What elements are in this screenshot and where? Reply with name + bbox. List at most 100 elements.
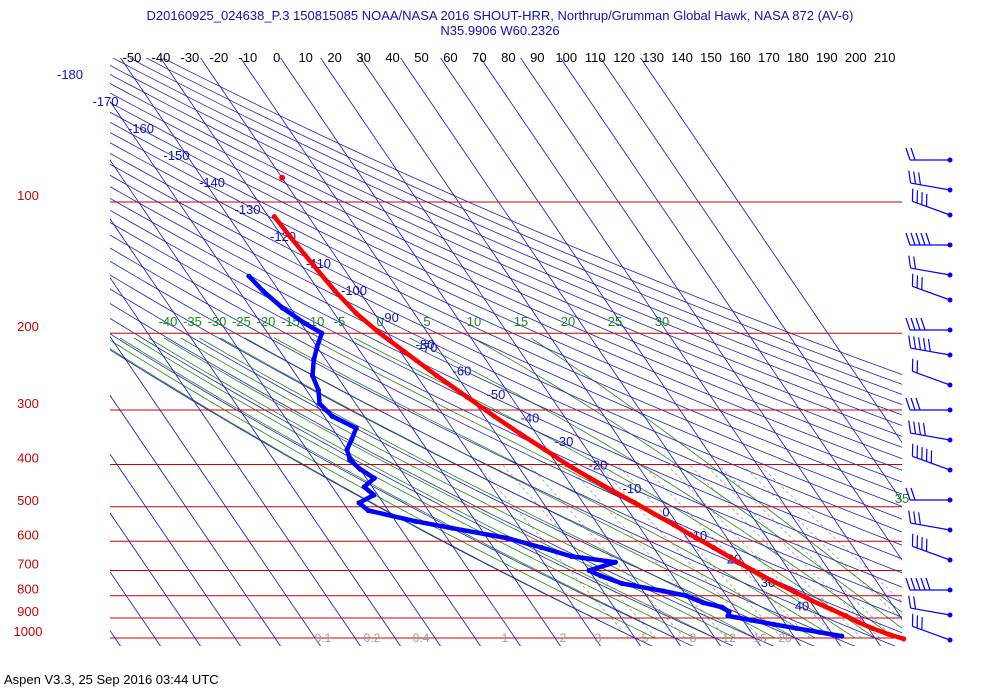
x-tick-label: 100 [555, 50, 577, 65]
isotherm-line [110, 512, 201, 646]
isotherm-line [400, 58, 801, 646]
wind-barb-feather [911, 273, 914, 287]
dewpoint-point [538, 544, 545, 551]
temperature-point [279, 174, 286, 181]
dewpoint-point [319, 330, 325, 336]
wind-barb-feather [905, 232, 911, 246]
x-tick-label: 180 [787, 50, 809, 65]
temperature-point [491, 413, 497, 419]
wind-barb-feather [918, 337, 922, 350]
wind-barb-feather [920, 577, 926, 591]
isotherm-label: -150 [163, 148, 189, 163]
pressure-tick-label: 500 [17, 493, 39, 508]
x-tick-label: -30 [181, 50, 200, 65]
isotherm-label: -20 [589, 458, 608, 473]
dewpoint-point [568, 553, 575, 560]
dewpoint-point [598, 573, 604, 579]
wind-barb-feather [915, 397, 921, 411]
wind-barb-staff [912, 455, 951, 471]
dry-adiabat-line [110, 222, 902, 603]
isotherm-line [320, 58, 721, 646]
isotherm-line [110, 335, 321, 646]
moist-adiabat-label: -5 [334, 314, 346, 329]
wind-barb-feather [925, 538, 928, 552]
dewpoint-point [329, 413, 335, 419]
wind-barb-feather [908, 420, 912, 434]
isobars [110, 201, 902, 639]
moist-adiabat-label: 15 [514, 314, 528, 329]
dry-adiabat-line [162, 58, 902, 375]
wind-barb-icon [911, 358, 953, 388]
dewpoint-point [726, 609, 732, 615]
dewpoint-point [371, 475, 377, 481]
mixing-ratio-label: 0.2 [364, 631, 381, 645]
wind-barb-staff [912, 285, 951, 301]
dry-adiabat-line [110, 303, 775, 646]
dry-adiabat-line [110, 102, 902, 460]
wind-barb-feather [911, 188, 914, 202]
wind-barb-icon [911, 613, 953, 643]
wind-barb-feather [911, 443, 914, 457]
wind-barb-staff [910, 607, 951, 616]
isotherm-label: -100 [341, 283, 367, 298]
wind-barb-feather [911, 533, 914, 547]
wind-barb-icon [908, 335, 953, 358]
dewpoint-point [748, 617, 754, 623]
mixing-ratio-line [741, 464, 902, 621]
temperature-point [901, 636, 907, 642]
wind-barb-feather [905, 147, 911, 161]
wind-barb-feather [921, 537, 923, 550]
temperature-point [790, 588, 796, 594]
wind-barb-feather [913, 421, 917, 435]
dry-adiabat-line [110, 142, 902, 507]
wind-barb-icon [905, 397, 953, 413]
wind-barb-feather [918, 422, 922, 435]
dewpoint-point [349, 436, 355, 442]
wind-barb-icon [908, 170, 953, 193]
x-tick-label: 10 [298, 50, 312, 65]
dewpoint-point [839, 633, 845, 639]
mixing-ratio-label: 12 [722, 631, 736, 645]
isotherms [0, 28, 902, 647]
wind-barb-dot [947, 557, 953, 563]
moist-adiabat-label: -35 [183, 314, 202, 329]
x-tick-label: 210 [874, 50, 896, 65]
dry-adiabat-line [110, 174, 902, 546]
dry-adiabat-line [110, 333, 694, 646]
wind-barb-icon [911, 188, 953, 218]
isotherm-line [0, 28, 41, 647]
wind-barb-feather [921, 447, 923, 460]
wind-barb-dot [947, 352, 953, 358]
wind-barb-staff [910, 522, 951, 531]
temperature-point [710, 544, 717, 551]
dewpoint-point [371, 492, 377, 498]
dewpoint-point [356, 500, 362, 506]
mixing-ratio-label: 1 [502, 631, 509, 645]
temperature-point [311, 263, 317, 269]
isotherm-label: -10 [623, 481, 642, 496]
wind-barb-feather [908, 255, 912, 269]
temperature-series-line [272, 214, 906, 642]
isotherm-line [280, 58, 681, 646]
dewpoint-point [725, 613, 731, 619]
mixing-ratio-label: 3 [595, 631, 602, 645]
temperature-point [843, 613, 849, 619]
wind-barb-dot [947, 327, 953, 333]
moist-adiabat-label: -40 [159, 314, 178, 329]
isotherm-line [0, 28, 81, 647]
wind-barb-feather [908, 510, 912, 524]
dry-adiabat-line [110, 73, 902, 426]
dry-adiabat-line [110, 131, 902, 495]
dry-adiabat-line [110, 163, 902, 533]
isotherm-line [120, 58, 521, 646]
wind-barb-feather [911, 358, 914, 372]
wind-barb-dot [947, 297, 953, 303]
dewpoint-point [260, 288, 266, 294]
moist-adiabat-line [472, 337, 902, 629]
wind-barb-staff [910, 267, 951, 276]
temperature-point [517, 431, 523, 437]
wind-barb-feather [930, 450, 933, 464]
moist-adiabat-line [409, 337, 896, 639]
wind-barb-feather [908, 595, 912, 609]
